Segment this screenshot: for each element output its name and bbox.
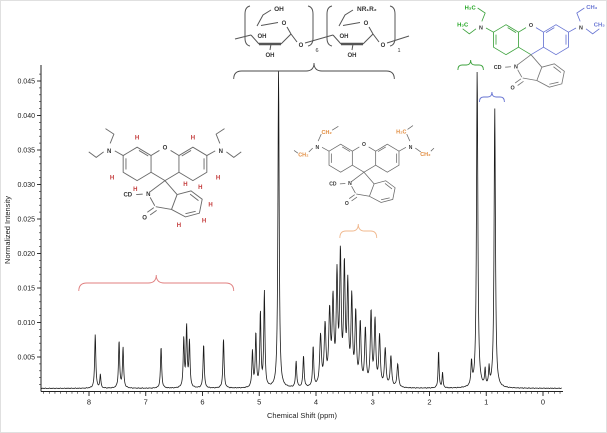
- y-tick-label: 0.040: [17, 113, 35, 120]
- h-label: H: [110, 176, 114, 182]
- inner-oh-label: OH: [258, 34, 267, 40]
- x-tick-label: 6: [200, 398, 204, 407]
- ch2-label: CH₂: [298, 153, 309, 159]
- lactam-skeleton: [505, 54, 565, 88]
- cd-label: CD: [123, 192, 132, 198]
- green-half-skeleton: [462, 7, 532, 56]
- carbonyl-o-label: O: [511, 86, 515, 92]
- oh-arm-label: OH: [274, 6, 284, 13]
- cd-label: CD: [329, 181, 337, 187]
- h2c-label: H₂C: [396, 129, 406, 135]
- glycosidic-o-label: O: [381, 43, 386, 49]
- nr1r2-label: NR₁R₂: [357, 6, 377, 13]
- rhodamine-skeleton: [88, 128, 242, 218]
- amine-n-label: N: [316, 145, 320, 151]
- x-tick-label: 7: [144, 398, 148, 407]
- h-label: H: [216, 176, 220, 182]
- x-tick-label: 3: [371, 398, 375, 407]
- region-braces: [78, 59, 505, 292]
- carbonyl-o-label: O: [345, 201, 349, 207]
- y-tick-label: 0.010: [17, 320, 35, 327]
- brace-green-CH3-region: [457, 59, 484, 71]
- ethyl-labels: H₃C H₃C CH₃ CH₃: [457, 5, 605, 29]
- rhodamine-skeleton: [293, 125, 435, 203]
- ch2-label: CH₂: [322, 130, 333, 136]
- h-label: H: [177, 223, 181, 229]
- brace-NCH2-region: [339, 223, 378, 239]
- y-tick-label: 0.020: [17, 251, 35, 258]
- brace-polymer-backbone-region: [233, 62, 395, 80]
- amine-n-label: N: [479, 26, 483, 32]
- x-tick-label: 8: [87, 398, 91, 407]
- blue-half-skeleton: [530, 7, 600, 56]
- amine-n-label: N: [409, 145, 413, 151]
- y-tick-label: 0.025: [17, 217, 35, 224]
- x-tick-label: 0: [541, 398, 545, 407]
- repeat-subscript-1: 1: [397, 48, 400, 54]
- structure-rhodamine-green-blue: N N O N CD O H₃C H₃C CH₃ CH₃: [457, 5, 605, 92]
- h-label: H: [183, 182, 187, 188]
- nmr-trace-path: [41, 71, 562, 390]
- lactam-n-label: N: [514, 64, 518, 70]
- structure-rhodamine-orange-CH2: N N O N CD O CH₂ CH₂ H₂C CH₂: [293, 125, 435, 207]
- h-label: H: [208, 203, 212, 209]
- x-tick-label: 5: [257, 398, 261, 407]
- carbonyl-o-label: O: [142, 216, 147, 222]
- h-label: H: [198, 185, 202, 191]
- ch2-label: CH₂: [420, 152, 431, 158]
- y-tick-label: 0.045: [17, 79, 35, 86]
- h-label: H: [191, 136, 195, 142]
- xanthene-o-label: O: [529, 23, 533, 29]
- y-tick-label: 0.030: [17, 182, 35, 189]
- orange-ch2-labels: CH₂ CH₂ H₂C CH₂: [298, 129, 431, 158]
- h3c-label: H₃C: [465, 6, 477, 12]
- h-label: H: [202, 218, 206, 224]
- repeat-subscript-6: 6: [315, 48, 318, 54]
- amine-n-label: N: [579, 26, 583, 32]
- ring-o-label: O: [364, 21, 369, 27]
- spectrum-trace: [41, 71, 562, 390]
- lactam-n-label: N: [146, 192, 150, 198]
- inner-oh-label: OH: [340, 34, 349, 40]
- x-axis-major-ticks: 8 7 6 5 4 3 2 1 0: [87, 391, 545, 407]
- ch3-label: CH₃: [594, 22, 605, 28]
- h3c-label: H₃C: [457, 22, 469, 28]
- axes: 8 7 6 5 4 3 2 1 00.0050.0100.0150.0200.0250.0300…: [17, 65, 563, 407]
- brace-aromatic-H-region: [78, 274, 235, 292]
- y-axis-major-ticks: 0.005 0.010 0.015 0.020 0.025 0.030 0.035 0.040…: [17, 79, 41, 362]
- ch3-label: CH₃: [586, 5, 597, 11]
- amine-n-label: N: [107, 149, 111, 155]
- x-tick-label: 2: [427, 398, 431, 407]
- polymer-skeleton: [234, 5, 410, 51]
- x-axis-label: Chemical Shift (ppm): [267, 411, 338, 420]
- ring-o-label: O: [282, 21, 287, 27]
- brace-blue-CH3-region: [478, 91, 505, 103]
- bottom-oh-label: OH: [266, 53, 275, 59]
- h-label: H: [133, 187, 137, 193]
- x-tick-label: 4: [314, 398, 318, 407]
- h-label: H: [135, 136, 139, 142]
- structure-rhodamine-red-H: N N O N CD O H H H H H H H H H H: [88, 128, 242, 229]
- y-tick-label: 0.015: [17, 286, 35, 293]
- x-tick-label: 1: [484, 398, 488, 407]
- y-tick-label: 0.005: [17, 355, 35, 362]
- y-axis-label: Normalized Intensity: [3, 196, 12, 264]
- glycosidic-o-label: O: [299, 43, 304, 49]
- xanthene-o-label: O: [163, 145, 168, 151]
- y-tick-label: 0.035: [17, 148, 35, 155]
- cd-label: CD: [494, 65, 502, 71]
- red-h-labels: H H H H H H H H H H: [110, 136, 220, 229]
- bottom-oh-label: OH: [348, 53, 357, 59]
- xanthene-o-label: O: [362, 142, 366, 148]
- lactam-n-label: N: [348, 181, 352, 187]
- structure-dextran-polymer: OH NR₁R₂ O O OH OH OH OH O O 6 1: [234, 5, 410, 59]
- amine-n-label: N: [219, 149, 223, 155]
